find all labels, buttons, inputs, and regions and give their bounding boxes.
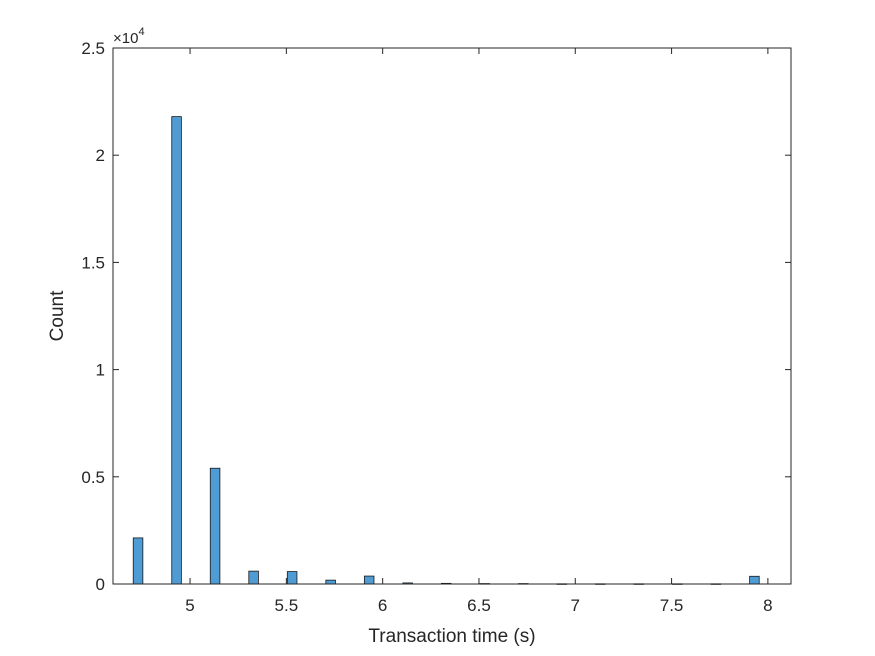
histogram-bar-3 xyxy=(248,570,259,585)
histogram-bar-1 xyxy=(171,116,182,585)
x-ticks-group: 5 5.5 6 6.5 7 7.5 8 xyxy=(185,48,773,615)
y-tick-label: 0 xyxy=(96,575,105,594)
x-tick-label: 7 xyxy=(571,596,580,615)
y-multiplier: ×104 xyxy=(113,26,145,47)
histogram-bar-4 xyxy=(286,571,298,585)
histogram-bar-2 xyxy=(209,467,221,585)
y-tick-label: 2 xyxy=(96,146,105,165)
histogram-bar-16 xyxy=(749,575,760,585)
y-tick-label: 0.5 xyxy=(81,468,105,487)
histogram-bar-5 xyxy=(325,579,336,585)
x-tick-label: 7.5 xyxy=(660,596,684,615)
y-tick-label: 1 xyxy=(96,361,105,380)
histogram-bar-0 xyxy=(132,537,144,585)
x-axis-label: Transaction time (s) xyxy=(368,626,535,647)
y-tick-label: 1.5 xyxy=(81,253,105,272)
y-tick-label: 2.5 xyxy=(81,39,105,58)
x-tick-label: 6 xyxy=(378,596,387,615)
x-tick-label: 6.5 xyxy=(467,596,491,615)
x-tick-label: 5 xyxy=(185,596,194,615)
histogram-bar-6 xyxy=(363,575,375,585)
plot-area xyxy=(113,48,791,584)
y-axis-label: Count xyxy=(47,290,68,341)
y-ticks-group: 0 0.5 1 1.5 2 2.5 xyxy=(81,39,791,594)
x-tick-label: 8 xyxy=(763,596,772,615)
axes-box xyxy=(112,47,792,585)
x-tick-label: 5.5 xyxy=(275,596,299,615)
